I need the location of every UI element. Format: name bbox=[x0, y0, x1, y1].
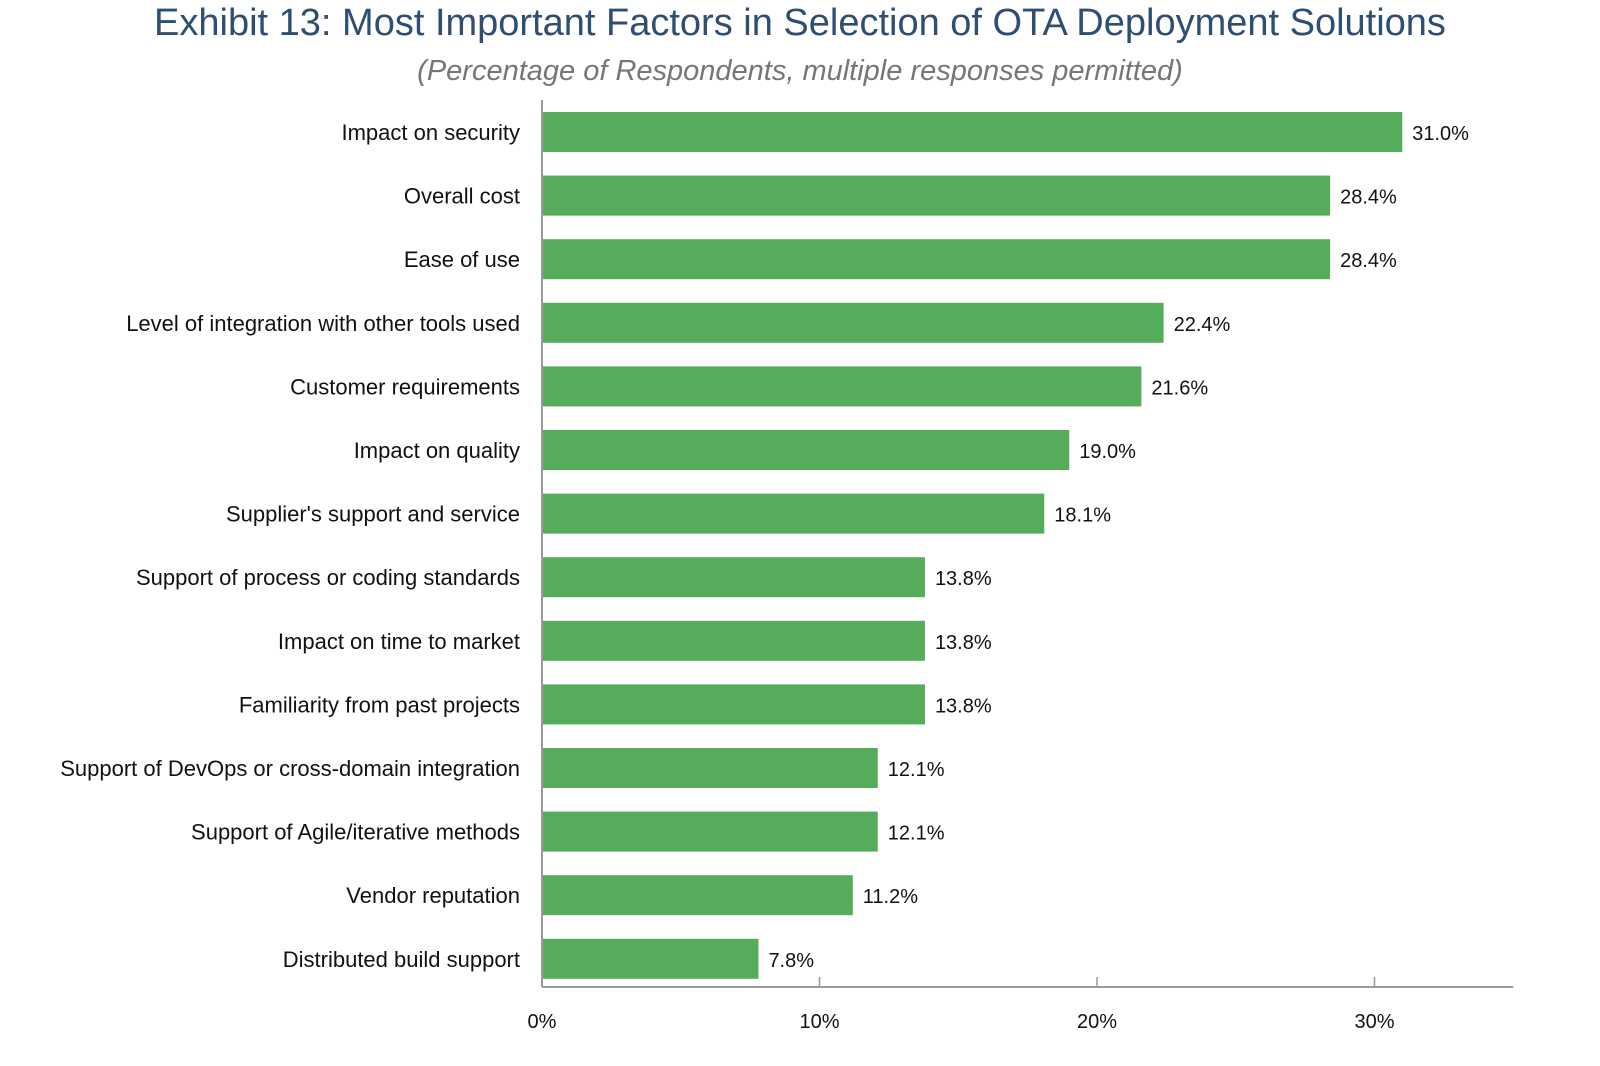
category-label: Overall cost bbox=[404, 184, 520, 209]
bar bbox=[542, 938, 759, 979]
bar bbox=[542, 620, 925, 661]
data-label: 13.8% bbox=[935, 568, 992, 590]
data-label: 31.0% bbox=[1412, 123, 1469, 145]
data-label: 28.4% bbox=[1340, 250, 1397, 272]
category-label: Impact on time to market bbox=[278, 629, 520, 654]
bar bbox=[542, 493, 1045, 534]
bar bbox=[542, 239, 1331, 280]
bar bbox=[542, 684, 925, 725]
data-label: 22.4% bbox=[1174, 314, 1231, 336]
data-label: 18.1% bbox=[1054, 505, 1111, 527]
bar bbox=[542, 366, 1142, 407]
category-label: Impact on security bbox=[341, 120, 520, 145]
data-label: 13.8% bbox=[935, 695, 992, 717]
category-label: Support of process or coding standards bbox=[136, 565, 520, 590]
category-label: Ease of use bbox=[404, 247, 520, 272]
chart-title: Exhibit 13: Most Important Factors in Se… bbox=[154, 2, 1446, 44]
data-label: 13.8% bbox=[935, 632, 992, 654]
bar bbox=[542, 302, 1164, 343]
category-label: Level of integration with other tools us… bbox=[126, 311, 520, 336]
chart-subtitle: (Percentage of Respondents, multiple res… bbox=[417, 55, 1183, 87]
data-label: 12.1% bbox=[888, 823, 945, 845]
category-label: Customer requirements bbox=[290, 374, 520, 399]
bar bbox=[542, 811, 878, 852]
bar bbox=[542, 748, 878, 788]
data-label: 28.4% bbox=[1340, 187, 1397, 209]
category-label: Support of DevOps or cross-domain integr… bbox=[60, 756, 520, 781]
x-tick-label: 30% bbox=[1354, 1011, 1394, 1033]
data-label: 7.8% bbox=[768, 950, 814, 972]
x-tick-label: 10% bbox=[799, 1011, 839, 1033]
bar bbox=[542, 430, 1070, 470]
bar bbox=[542, 175, 1331, 216]
x-tick-label: 0% bbox=[528, 1011, 557, 1033]
category-label: Supplier's support and service bbox=[226, 502, 520, 527]
x-tick-label: 20% bbox=[1077, 1011, 1117, 1033]
category-label: Impact on quality bbox=[354, 438, 520, 463]
data-label: 12.1% bbox=[888, 759, 945, 781]
category-label: Support of Agile/iterative methods bbox=[191, 820, 520, 845]
category-label: Vendor reputation bbox=[346, 883, 520, 908]
bar bbox=[542, 112, 1403, 152]
data-label: 19.0% bbox=[1079, 441, 1136, 463]
category-label: Distributed build support bbox=[283, 947, 520, 972]
bar bbox=[542, 875, 853, 916]
data-label: 21.6% bbox=[1151, 377, 1208, 399]
category-label: Familiarity from past projects bbox=[239, 692, 520, 717]
bar bbox=[542, 557, 925, 598]
data-label: 11.2% bbox=[863, 886, 918, 908]
